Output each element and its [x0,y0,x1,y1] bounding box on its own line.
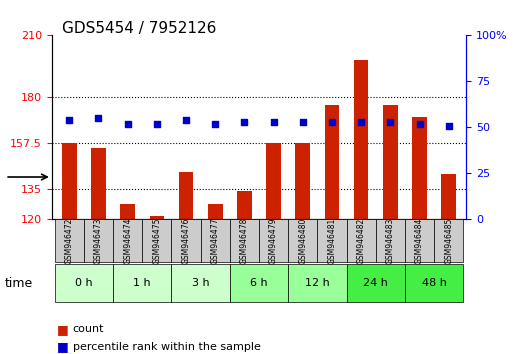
Point [357,119,365,125]
FancyBboxPatch shape [347,219,376,262]
FancyBboxPatch shape [230,264,288,302]
Bar [441,175,456,219]
Text: GSM946479: GSM946479 [269,217,278,264]
Text: GSM946475: GSM946475 [152,217,162,264]
FancyBboxPatch shape [405,219,434,262]
FancyBboxPatch shape [288,264,347,302]
Bar [120,204,135,219]
FancyBboxPatch shape [142,219,171,262]
Bar [237,191,252,219]
Bar [325,105,339,219]
Text: 3 h: 3 h [192,278,209,288]
Text: GSM946472: GSM946472 [65,217,74,264]
Point [211,121,219,127]
FancyBboxPatch shape [230,219,259,262]
Text: ■: ■ [57,341,69,353]
FancyBboxPatch shape [405,264,463,302]
Bar [91,148,106,219]
FancyBboxPatch shape [84,219,113,262]
Point [65,117,74,123]
Text: ■: ■ [57,323,69,336]
Point [182,117,190,123]
FancyBboxPatch shape [259,219,288,262]
Text: GSM946477: GSM946477 [211,217,220,264]
Text: GSM946474: GSM946474 [123,217,132,264]
Point [415,121,424,127]
Text: GSM946482: GSM946482 [356,218,366,264]
Point [269,119,278,125]
Text: GSM946481: GSM946481 [327,218,337,264]
FancyBboxPatch shape [55,264,113,302]
Point [94,115,103,121]
Text: GSM946480: GSM946480 [298,217,307,264]
Text: time: time [5,277,34,290]
Bar [354,60,368,219]
Bar [179,172,193,219]
FancyBboxPatch shape [55,219,84,262]
Text: 6 h: 6 h [250,278,268,288]
Text: percentile rank within the sample: percentile rank within the sample [73,342,261,352]
Text: GSM946483: GSM946483 [386,217,395,264]
Text: GSM946476: GSM946476 [181,217,191,264]
Point [328,119,336,125]
FancyBboxPatch shape [113,264,171,302]
Text: GSM946478: GSM946478 [240,217,249,264]
Text: 48 h: 48 h [422,278,447,288]
Point [240,119,249,125]
FancyBboxPatch shape [288,219,318,262]
Bar [208,204,223,219]
Text: count: count [73,324,104,334]
Point [444,123,453,129]
Point [386,119,395,125]
FancyBboxPatch shape [200,219,230,262]
Bar [295,143,310,219]
Text: GSM946473: GSM946473 [94,217,103,264]
Bar [266,143,281,219]
Bar [62,143,77,219]
FancyBboxPatch shape [318,219,347,262]
FancyBboxPatch shape [171,219,200,262]
Bar [150,216,164,219]
Text: 0 h: 0 h [75,278,93,288]
FancyBboxPatch shape [434,219,463,262]
Bar [412,117,427,219]
FancyBboxPatch shape [347,264,405,302]
Point [123,121,132,127]
FancyBboxPatch shape [376,219,405,262]
FancyBboxPatch shape [113,219,142,262]
FancyBboxPatch shape [171,264,230,302]
Text: 24 h: 24 h [363,278,388,288]
Text: 12 h: 12 h [305,278,330,288]
Bar [383,105,398,219]
Point [299,119,307,125]
Text: GSM946485: GSM946485 [444,217,453,264]
Point [153,121,161,127]
Text: GSM946484: GSM946484 [415,217,424,264]
Text: 1 h: 1 h [134,278,151,288]
Text: GDS5454 / 7952126: GDS5454 / 7952126 [62,21,217,36]
